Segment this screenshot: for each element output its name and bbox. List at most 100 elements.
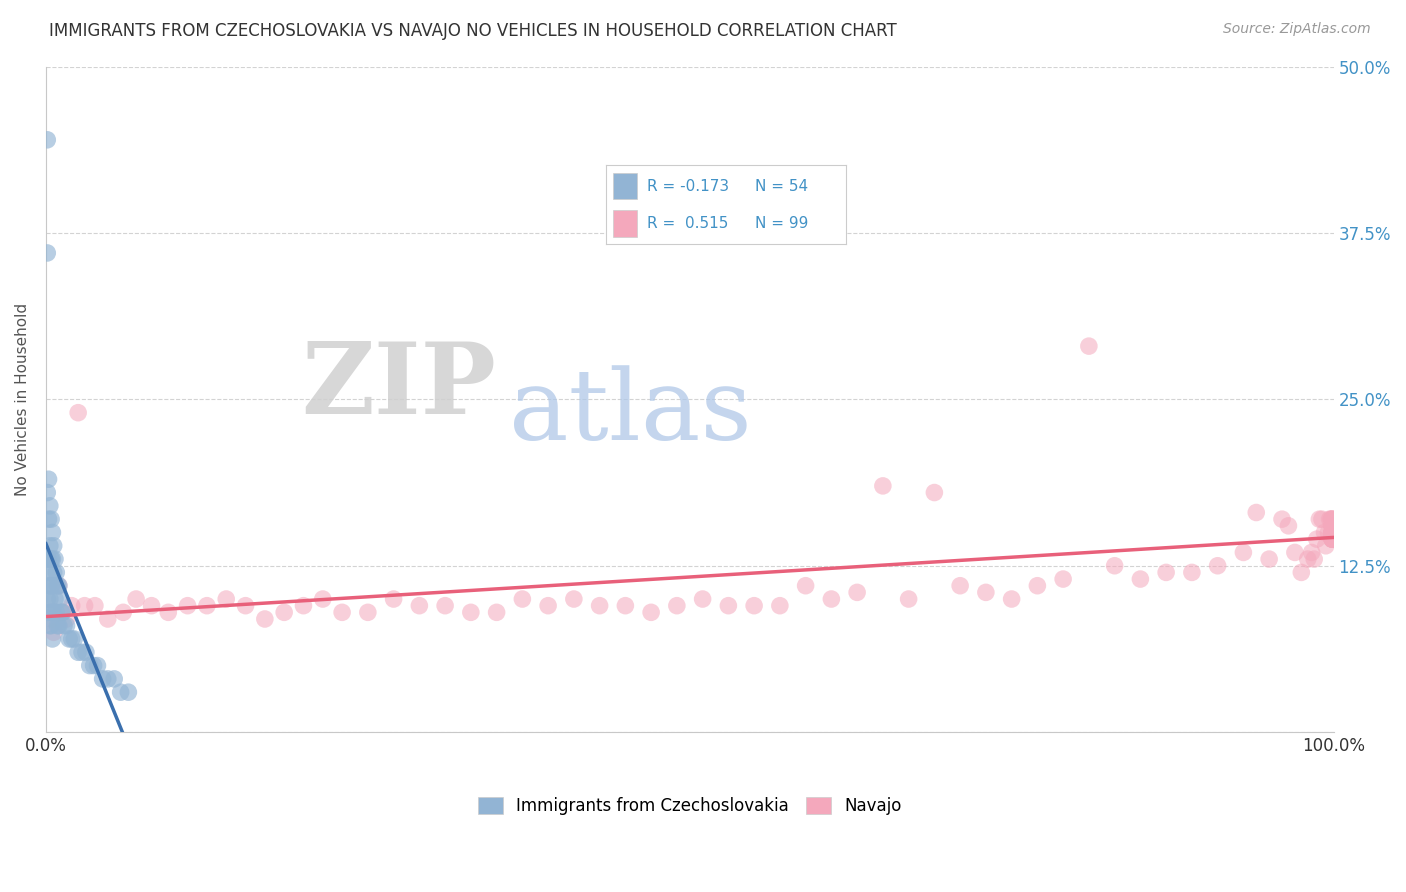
Bar (613, 211, 637, 236)
Point (292, 599, 315, 613)
Text: IMMIGRANTS FROM CZECHOSLOVAKIA VS NAVAJO NO VEHICLES IN HOUSEHOLD CORRELATION CH: IMMIGRANTS FROM CZECHOSLOVAKIA VS NAVAJO… (49, 22, 897, 40)
Point (52, 605, 75, 619)
Bar (613, 173, 637, 200)
Point (48, 579, 70, 593)
Point (37, 485, 59, 500)
Point (1001, 592, 1024, 607)
Point (1301, 545, 1323, 559)
Point (41, 605, 63, 619)
Text: N = 99: N = 99 (755, 216, 808, 230)
Point (1246, 506, 1268, 520)
Point (1317, 525, 1340, 540)
Point (434, 599, 457, 613)
Point (1322, 525, 1344, 540)
Point (273, 605, 295, 619)
Point (38, 579, 60, 593)
Point (112, 605, 135, 619)
Point (1303, 552, 1326, 566)
Point (83, 658, 105, 673)
Point (1322, 525, 1344, 540)
Point (67, 645, 90, 659)
Point (38, 499, 60, 513)
Point (1271, 512, 1294, 526)
Point (38, 605, 60, 619)
Point (1077, 339, 1099, 353)
Point (924, 485, 946, 500)
Point (51, 605, 73, 619)
Point (820, 592, 842, 607)
Y-axis label: No Vehicles in Household: No Vehicles in Household (15, 302, 30, 496)
Point (1310, 512, 1333, 526)
Text: N = 54: N = 54 (755, 179, 808, 194)
Point (125, 592, 148, 607)
Point (1322, 512, 1344, 526)
Point (86, 658, 108, 673)
Point (640, 605, 662, 619)
Point (55, 612, 77, 626)
Point (717, 599, 740, 613)
Text: ZIP: ZIP (302, 337, 496, 434)
Point (39, 579, 62, 593)
Point (1129, 572, 1152, 586)
Point (1322, 512, 1344, 526)
Point (1277, 518, 1299, 533)
Point (63, 632, 86, 646)
Point (157, 605, 180, 619)
Point (39, 552, 62, 566)
Point (38, 512, 60, 526)
Point (1026, 579, 1049, 593)
Point (45, 605, 67, 619)
Point (44, 592, 66, 607)
Point (1322, 518, 1344, 533)
Point (46, 579, 69, 593)
Point (1306, 532, 1329, 546)
Legend: Immigrants from Czechoslovakia, Navajo: Immigrants from Czechoslovakia, Navajo (471, 790, 908, 822)
Point (562, 592, 585, 607)
Point (38, 539, 60, 553)
Point (1322, 525, 1344, 540)
Point (70, 645, 93, 659)
Point (38, 552, 60, 566)
Point (1322, 532, 1344, 546)
Point (1322, 518, 1344, 533)
Point (974, 585, 997, 599)
Point (1322, 525, 1344, 540)
Point (38, 618, 60, 632)
Point (79, 658, 101, 673)
Point (55, 618, 77, 632)
Point (1104, 558, 1126, 573)
Point (846, 585, 869, 599)
Point (1322, 518, 1344, 533)
Point (52, 605, 75, 619)
Point (45, 566, 67, 580)
Point (1181, 566, 1204, 580)
Point (103, 672, 125, 686)
Point (1322, 525, 1344, 540)
Point (1052, 572, 1074, 586)
Point (330, 605, 353, 619)
Point (1320, 512, 1343, 526)
Point (614, 599, 637, 613)
Point (1322, 512, 1344, 526)
Point (39, 612, 62, 626)
Point (769, 599, 792, 613)
Point (195, 599, 218, 613)
Point (692, 592, 714, 607)
Point (1322, 532, 1344, 546)
Point (39, 512, 62, 526)
Point (949, 579, 972, 593)
Point (1322, 532, 1344, 546)
Point (1322, 525, 1344, 540)
Point (37, 133, 59, 147)
Point (1322, 532, 1344, 546)
Point (1232, 545, 1254, 559)
Point (460, 605, 482, 619)
Point (42, 539, 65, 553)
Point (215, 592, 238, 607)
Point (485, 605, 508, 619)
Point (1313, 525, 1336, 540)
Point (512, 592, 534, 607)
Point (235, 599, 257, 613)
Point (41, 579, 63, 593)
Point (1322, 518, 1344, 533)
